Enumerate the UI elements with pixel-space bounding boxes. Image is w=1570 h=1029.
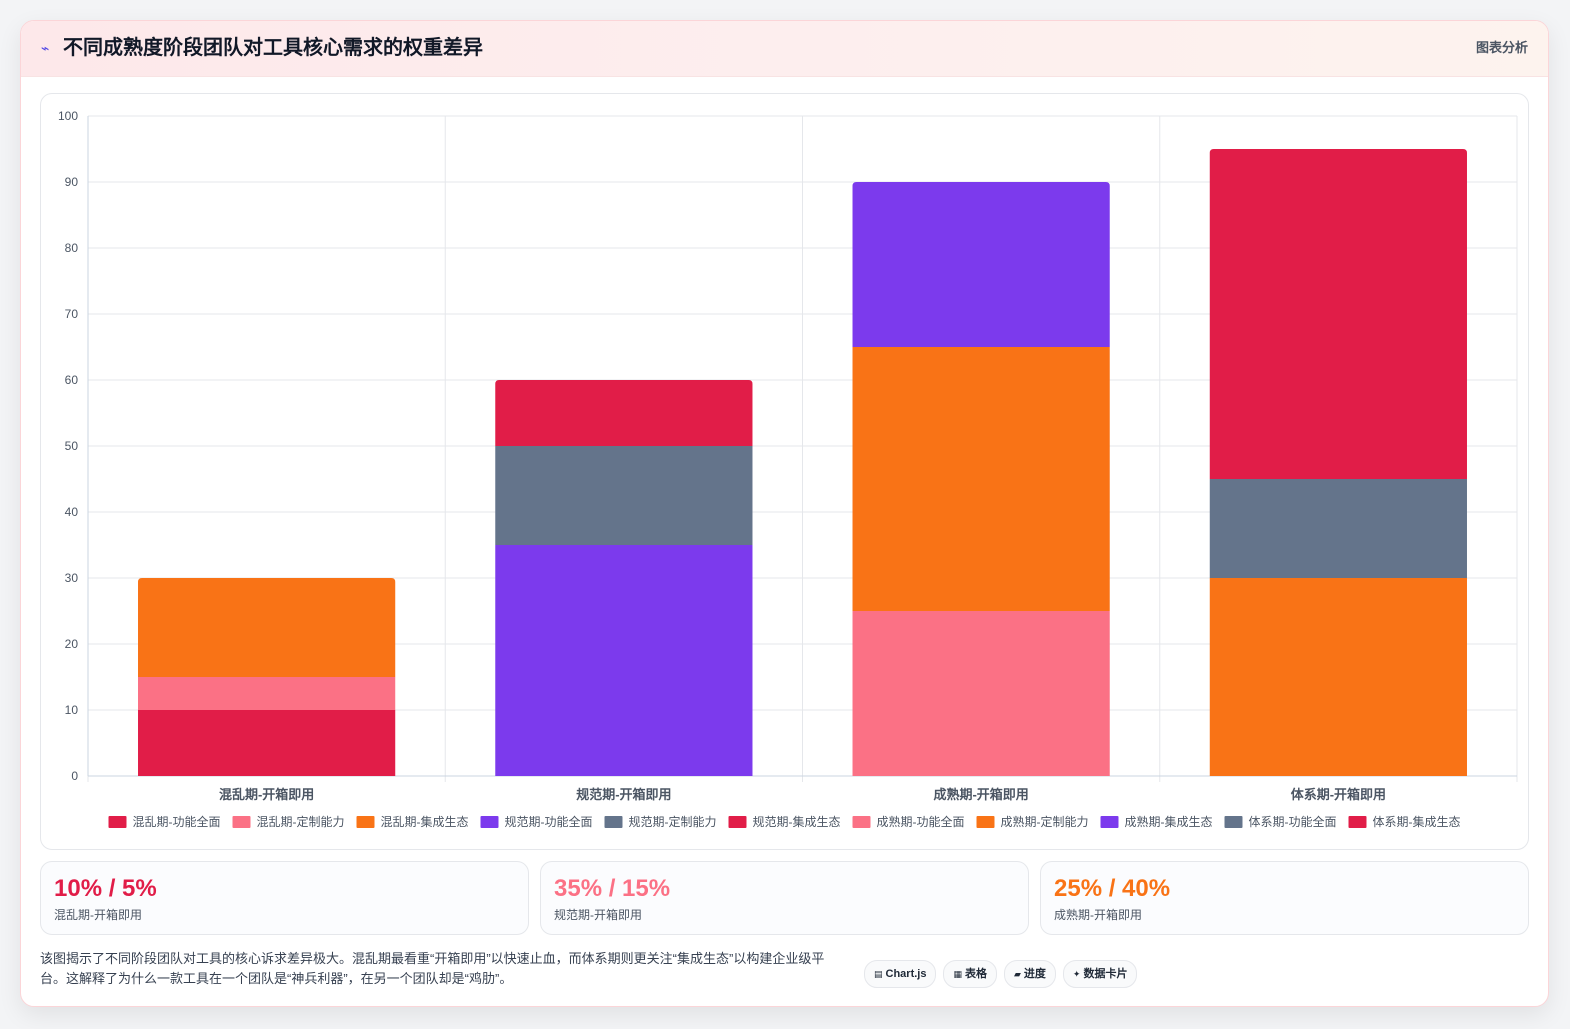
y-tick-label: 40	[65, 505, 79, 519]
x-tick-label: 成熟期-开箱即用	[933, 787, 1028, 802]
legend-swatch	[356, 816, 375, 828]
y-tick-label: 100	[58, 109, 78, 123]
y-tick-label: 90	[65, 175, 79, 189]
legend-swatch	[852, 816, 871, 828]
legend-swatch	[976, 816, 995, 828]
y-tick-label: 70	[65, 307, 79, 321]
stat-card: 10% / 5% 混乱期-开箱即用	[40, 861, 529, 935]
legend-label: 混乱期-功能全面	[133, 814, 221, 829]
chip-chartjs[interactable]: ▤ Chart.js	[864, 960, 937, 988]
legend-label: 成熟期-功能全面	[877, 814, 965, 829]
stat-value: 10% / 5%	[54, 875, 157, 902]
stat-value: 35% / 15%	[554, 875, 671, 902]
y-tick-label: 50	[65, 439, 79, 453]
card-header: ⌁ 不同成熟度阶段团队对工具核心需求的权重差异 图表分析	[21, 21, 1548, 77]
chart-title: 不同成熟度阶段团队对工具核心需求的权重差异	[63, 37, 483, 59]
y-tick-label: 30	[65, 571, 79, 585]
sparkle-icon: ✦	[1072, 969, 1081, 979]
bar-segment	[138, 710, 396, 776]
legend-swatch	[728, 816, 747, 828]
y-tick-label: 0	[71, 769, 78, 783]
legend-swatch	[232, 816, 251, 828]
legend-swatch	[480, 816, 499, 828]
chart-analysis-tag[interactable]: 图表分析	[1475, 40, 1528, 55]
bar-segment	[852, 182, 1110, 347]
stat-cards: 10% / 5% 混乱期-开箱即用 35% / 15% 规范期-开箱即用 25%…	[40, 861, 1529, 935]
chart-card: ⌁ 不同成熟度阶段团队对工具核心需求的权重差异 图表分析 0 10 20 30 40 50…	[20, 20, 1549, 1007]
bar-segment	[852, 347, 1110, 611]
chip-label: Chart.js	[885, 968, 927, 980]
y-tick-label: 60	[65, 373, 79, 387]
legend-label: 混乱期-集成生态	[381, 814, 469, 829]
chip-progress[interactable]: ▰ 进度	[1004, 960, 1056, 988]
y-tick-label: 10	[65, 703, 79, 717]
x-tick-label: 规范期-开箱即用	[576, 787, 671, 802]
chart-description: 该图揭示了不同阶段团队对工具的核心诉求差异极大。混乱期最看重“开箱即用”以快速止…	[40, 951, 825, 986]
chip-label: 进度	[1023, 968, 1046, 980]
legend-label: 成熟期-集成生态	[1125, 814, 1213, 829]
legend-label: 成熟期-定制能力	[1001, 814, 1089, 829]
stat-label: 混乱期-开箱即用	[54, 908, 142, 922]
legend-label: 规范期-集成生态	[753, 814, 841, 829]
bar-segment	[852, 611, 1110, 776]
stat-label: 成熟期-开箱即用	[1054, 908, 1142, 922]
y-tick-label: 20	[65, 637, 79, 651]
bar-segment	[138, 578, 396, 677]
stat-value: 25% / 40%	[1054, 875, 1171, 902]
chip-label: 数据卡片	[1083, 968, 1128, 980]
bar-segment	[495, 545, 753, 776]
legend-label: 规范期-定制能力	[629, 814, 717, 829]
legend-label: 体系期-集成生态	[1373, 814, 1461, 829]
x-tick-label: 混乱期-开箱即用	[219, 787, 314, 802]
chip-data-card[interactable]: ✦ 数据卡片	[1062, 960, 1138, 988]
legend-swatch	[108, 816, 127, 828]
bar-segment	[1209, 578, 1467, 776]
table-icon: ▦	[953, 969, 962, 979]
x-tick-label: 体系期-开箱即用	[1291, 787, 1386, 802]
bar-segment	[138, 677, 396, 710]
stat-card: 35% / 15% 规范期-开箱即用	[540, 861, 1029, 935]
chart-icon: ▤	[874, 969, 883, 979]
bar-segment	[1209, 149, 1467, 479]
legend-swatch	[1100, 816, 1119, 828]
legend-swatch	[1224, 816, 1243, 828]
legend-label: 体系期-功能全面	[1249, 814, 1337, 829]
bar-segment	[1209, 479, 1467, 578]
tech-chips: ▤ Chart.js ▦ 表格 ▰ 进度 ✦ 数据卡片	[864, 960, 1144, 988]
stat-label: 规范期-开箱即用	[554, 908, 642, 922]
bolt-icon: ⌁	[41, 40, 50, 56]
chart-container: 0 10 20 30 40 50 60 70 80 90 100 混乱期-开箱即用 规范期-开箱即用 成熟…	[40, 93, 1529, 850]
chip-label: 表格	[965, 968, 987, 980]
bar-segment	[495, 446, 753, 545]
legend-label: 混乱期-定制能力	[257, 814, 345, 829]
legend-swatch	[1348, 816, 1367, 828]
legend-label: 规范期-功能全面	[505, 814, 593, 829]
progress-icon: ▰	[1014, 969, 1021, 979]
chip-table[interactable]: ▦ 表格	[943, 960, 997, 988]
bar-segment	[495, 380, 753, 446]
stat-card: 25% / 40% 成熟期-开箱即用	[1040, 861, 1529, 935]
y-tick-label: 80	[65, 241, 79, 255]
legend-swatch	[604, 816, 623, 828]
